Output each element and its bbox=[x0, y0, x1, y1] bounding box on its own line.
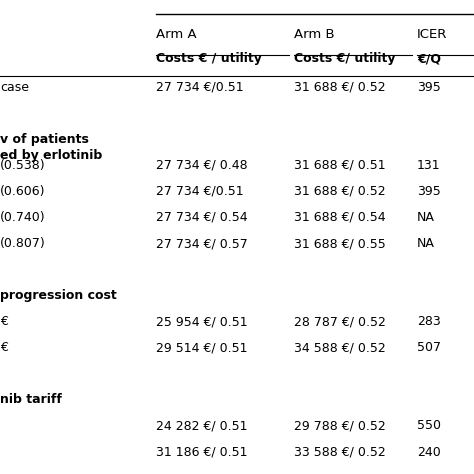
Text: 283: 283 bbox=[417, 315, 441, 328]
Text: Costs € / utility: Costs € / utility bbox=[156, 52, 262, 65]
Text: 31 688 €/ 0.52: 31 688 €/ 0.52 bbox=[294, 81, 385, 93]
Text: 27 734 €/ 0.54: 27 734 €/ 0.54 bbox=[156, 211, 248, 224]
Text: progression cost: progression cost bbox=[0, 289, 117, 302]
Text: ICER: ICER bbox=[417, 28, 447, 41]
Text: NA: NA bbox=[417, 237, 435, 250]
Text: 29 788 €/ 0.52: 29 788 €/ 0.52 bbox=[294, 419, 386, 432]
Text: 27 734 €/ 0.48: 27 734 €/ 0.48 bbox=[156, 159, 248, 172]
Text: 395: 395 bbox=[417, 81, 441, 93]
Text: (0.538): (0.538) bbox=[0, 159, 46, 172]
Text: (0.606): (0.606) bbox=[0, 185, 46, 198]
Text: case: case bbox=[0, 81, 29, 93]
Text: 31 688 €/ 0.52: 31 688 €/ 0.52 bbox=[294, 185, 385, 198]
Text: Arm B: Arm B bbox=[294, 28, 335, 41]
Text: v of patients
ed by erlotinib: v of patients ed by erlotinib bbox=[0, 133, 102, 162]
Text: 507: 507 bbox=[417, 341, 441, 354]
Text: Costs €/ utility: Costs €/ utility bbox=[294, 52, 395, 65]
Text: 34 588 €/ 0.52: 34 588 €/ 0.52 bbox=[294, 341, 386, 354]
Text: 25 954 €/ 0.51: 25 954 €/ 0.51 bbox=[156, 315, 248, 328]
Text: 24 282 €/ 0.51: 24 282 €/ 0.51 bbox=[156, 419, 248, 432]
Text: 131: 131 bbox=[417, 159, 441, 172]
Text: 27 734 €/0.51: 27 734 €/0.51 bbox=[156, 81, 244, 93]
Text: 550: 550 bbox=[417, 419, 441, 432]
Text: 31 688 €/ 0.54: 31 688 €/ 0.54 bbox=[294, 211, 385, 224]
Text: €: € bbox=[0, 315, 8, 328]
Text: Arm A: Arm A bbox=[156, 28, 197, 41]
Text: 27 734 €/0.51: 27 734 €/0.51 bbox=[156, 185, 244, 198]
Text: (0.740): (0.740) bbox=[0, 211, 46, 224]
Text: 31 688 €/ 0.55: 31 688 €/ 0.55 bbox=[294, 237, 386, 250]
Text: (0.807): (0.807) bbox=[0, 237, 46, 250]
Text: 33 588 €/ 0.52: 33 588 €/ 0.52 bbox=[294, 446, 386, 458]
Text: 29 514 €/ 0.51: 29 514 €/ 0.51 bbox=[156, 341, 248, 354]
Text: 31 186 €/ 0.51: 31 186 €/ 0.51 bbox=[156, 446, 248, 458]
Text: 27 734 €/ 0.57: 27 734 €/ 0.57 bbox=[156, 237, 248, 250]
Text: nib tariff: nib tariff bbox=[0, 393, 62, 406]
Text: €: € bbox=[0, 341, 8, 354]
Text: 28 787 €/ 0.52: 28 787 €/ 0.52 bbox=[294, 315, 386, 328]
Text: 395: 395 bbox=[417, 185, 441, 198]
Text: NA: NA bbox=[417, 211, 435, 224]
Text: 31 688 €/ 0.51: 31 688 €/ 0.51 bbox=[294, 159, 385, 172]
Text: 240: 240 bbox=[417, 446, 441, 458]
Text: €/Q: €/Q bbox=[417, 52, 441, 65]
